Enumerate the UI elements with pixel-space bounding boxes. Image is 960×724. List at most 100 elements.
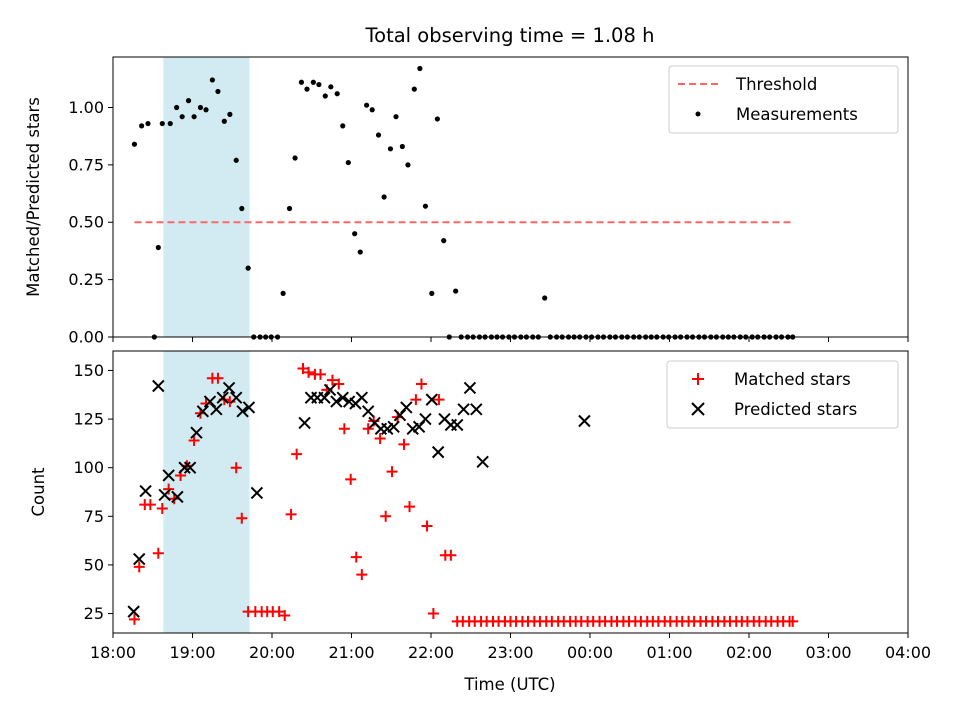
predicted-star-point: [196, 405, 210, 418]
measurement-point: [422, 203, 429, 209]
predicted-star-point: [152, 379, 165, 393]
measurement-point: [304, 86, 310, 92]
ratio-legend: Threshold Measurements: [668, 65, 899, 134]
matched-star-point: [445, 549, 457, 561]
matched-star-point: [133, 561, 145, 573]
measurement-point: [328, 84, 334, 90]
measurement-point: [245, 265, 251, 271]
measurement-point: [352, 231, 358, 237]
measurement-point: [429, 290, 435, 296]
x-tick-label: 19:00: [169, 643, 215, 662]
predicted-star-point: [190, 426, 203, 439]
x-tick-label: 01:00: [646, 643, 692, 662]
x-tick-label: 21:00: [328, 643, 374, 662]
matched-star-point: [421, 520, 433, 532]
count-y-tick-label: 100: [73, 458, 104, 477]
predicted-star-point: [470, 403, 483, 416]
predicted-star-point: [162, 469, 175, 482]
predicted-star-point: [236, 405, 249, 418]
measurement-point: [453, 288, 459, 294]
count-legend: Matched stars Predicted stars: [666, 360, 899, 429]
predicted-star-point: [336, 391, 349, 404]
measurement-point: [197, 104, 204, 111]
ratio-legend-box: [668, 65, 899, 134]
matched-star-point: [356, 569, 368, 581]
measurement-point: [298, 79, 305, 85]
measurement-point: [405, 162, 411, 168]
predicted-star-point: [431, 445, 445, 459]
measurement-point: [375, 132, 382, 138]
legend-measurements-label: Measurements: [736, 105, 858, 124]
predicted-star-point: [139, 484, 152, 498]
legend-matched-label: Matched stars: [734, 370, 851, 389]
measurement-point: [364, 102, 370, 108]
x-tick-label: 04:00: [885, 643, 931, 662]
measurement-point: [209, 77, 215, 83]
predicted-star-point: [419, 412, 432, 426]
measurement-point: [159, 120, 165, 127]
matched-star-point: [285, 508, 297, 520]
count-y-tick-label: 50: [84, 555, 104, 574]
predicted-star-point: [171, 490, 184, 504]
matched-star-point: [212, 372, 224, 384]
predicted-star-point: [476, 455, 489, 469]
ratio-y-tick-label: 0.50: [68, 213, 104, 232]
predicted-star-point: [387, 420, 400, 434]
matched-star-point: [433, 394, 445, 406]
measurement-point: [322, 93, 328, 99]
legend-predicted-label: Predicted stars: [734, 400, 857, 419]
matched-star-point: [427, 608, 439, 620]
predicted-star-point: [400, 401, 413, 414]
measurement-point: [139, 123, 145, 129]
predicted-star-point: [298, 416, 311, 430]
predicted-star-point: [210, 403, 223, 416]
predicted-star-point: [578, 414, 591, 428]
matched-star-point: [188, 434, 200, 446]
matched-star-point: [410, 394, 422, 406]
observing-window-span: [163, 351, 250, 633]
measurement-point: [185, 98, 192, 104]
matched-star-point: [345, 473, 357, 485]
count-y-tick-label: 25: [84, 604, 104, 623]
matched-star-point: [787, 615, 799, 627]
predicted-star-point: [451, 418, 464, 432]
predicted-star-point: [133, 552, 146, 566]
measurement-point: [381, 194, 387, 200]
measurement-point: [239, 205, 245, 212]
measurement-point: [369, 107, 375, 113]
ratio-y-tick-label: 0.00: [68, 328, 104, 347]
matched-star-point: [144, 499, 156, 511]
matched-star-point: [152, 547, 164, 559]
measurement-point: [411, 86, 417, 92]
legend-threshold-label: Threshold: [735, 75, 817, 94]
predicted-star-point: [323, 383, 337, 397]
count-panel: 25 50 75 100 125 150 18:00 19:00 20:00 21:00 22:0…: [29, 350, 931, 662]
count-y-axis-label: Count: [29, 467, 48, 517]
matched-star-point: [163, 483, 175, 495]
predicted-star-point: [361, 405, 375, 418]
matched-star-point: [338, 423, 350, 435]
chart-title: Total observing time = 1.08 h: [365, 24, 655, 47]
x-tick-label: 18:00: [90, 643, 136, 662]
measurement-point: [203, 107, 209, 113]
observing-window-span: [163, 57, 250, 337]
measurement-point: [441, 238, 447, 244]
measurement-point: [286, 205, 293, 212]
measurement-point: [417, 65, 423, 72]
ratio-y-tick-label: 0.25: [68, 270, 104, 289]
measurement-point: [191, 114, 197, 120]
measurement-point: [155, 244, 161, 251]
measurement-point: [215, 88, 221, 95]
predicted-star-point: [216, 391, 229, 404]
ratio-panel: 0.00 0.25 0.50 0.75 1.00 Matched/Predicted s…: [24, 56, 909, 347]
x-tick-label: 00:00: [567, 643, 613, 662]
x-tick-label: 20:00: [249, 643, 295, 662]
legend-measurements-swatch: [695, 111, 701, 117]
matched-star-point: [279, 609, 291, 621]
measurement-point: [393, 114, 399, 120]
matched-star-point: [230, 462, 242, 474]
measurement-point: [387, 146, 394, 152]
measurement-point: [179, 114, 185, 120]
measurement-point: [345, 159, 351, 166]
predicted-star-point: [127, 605, 140, 618]
